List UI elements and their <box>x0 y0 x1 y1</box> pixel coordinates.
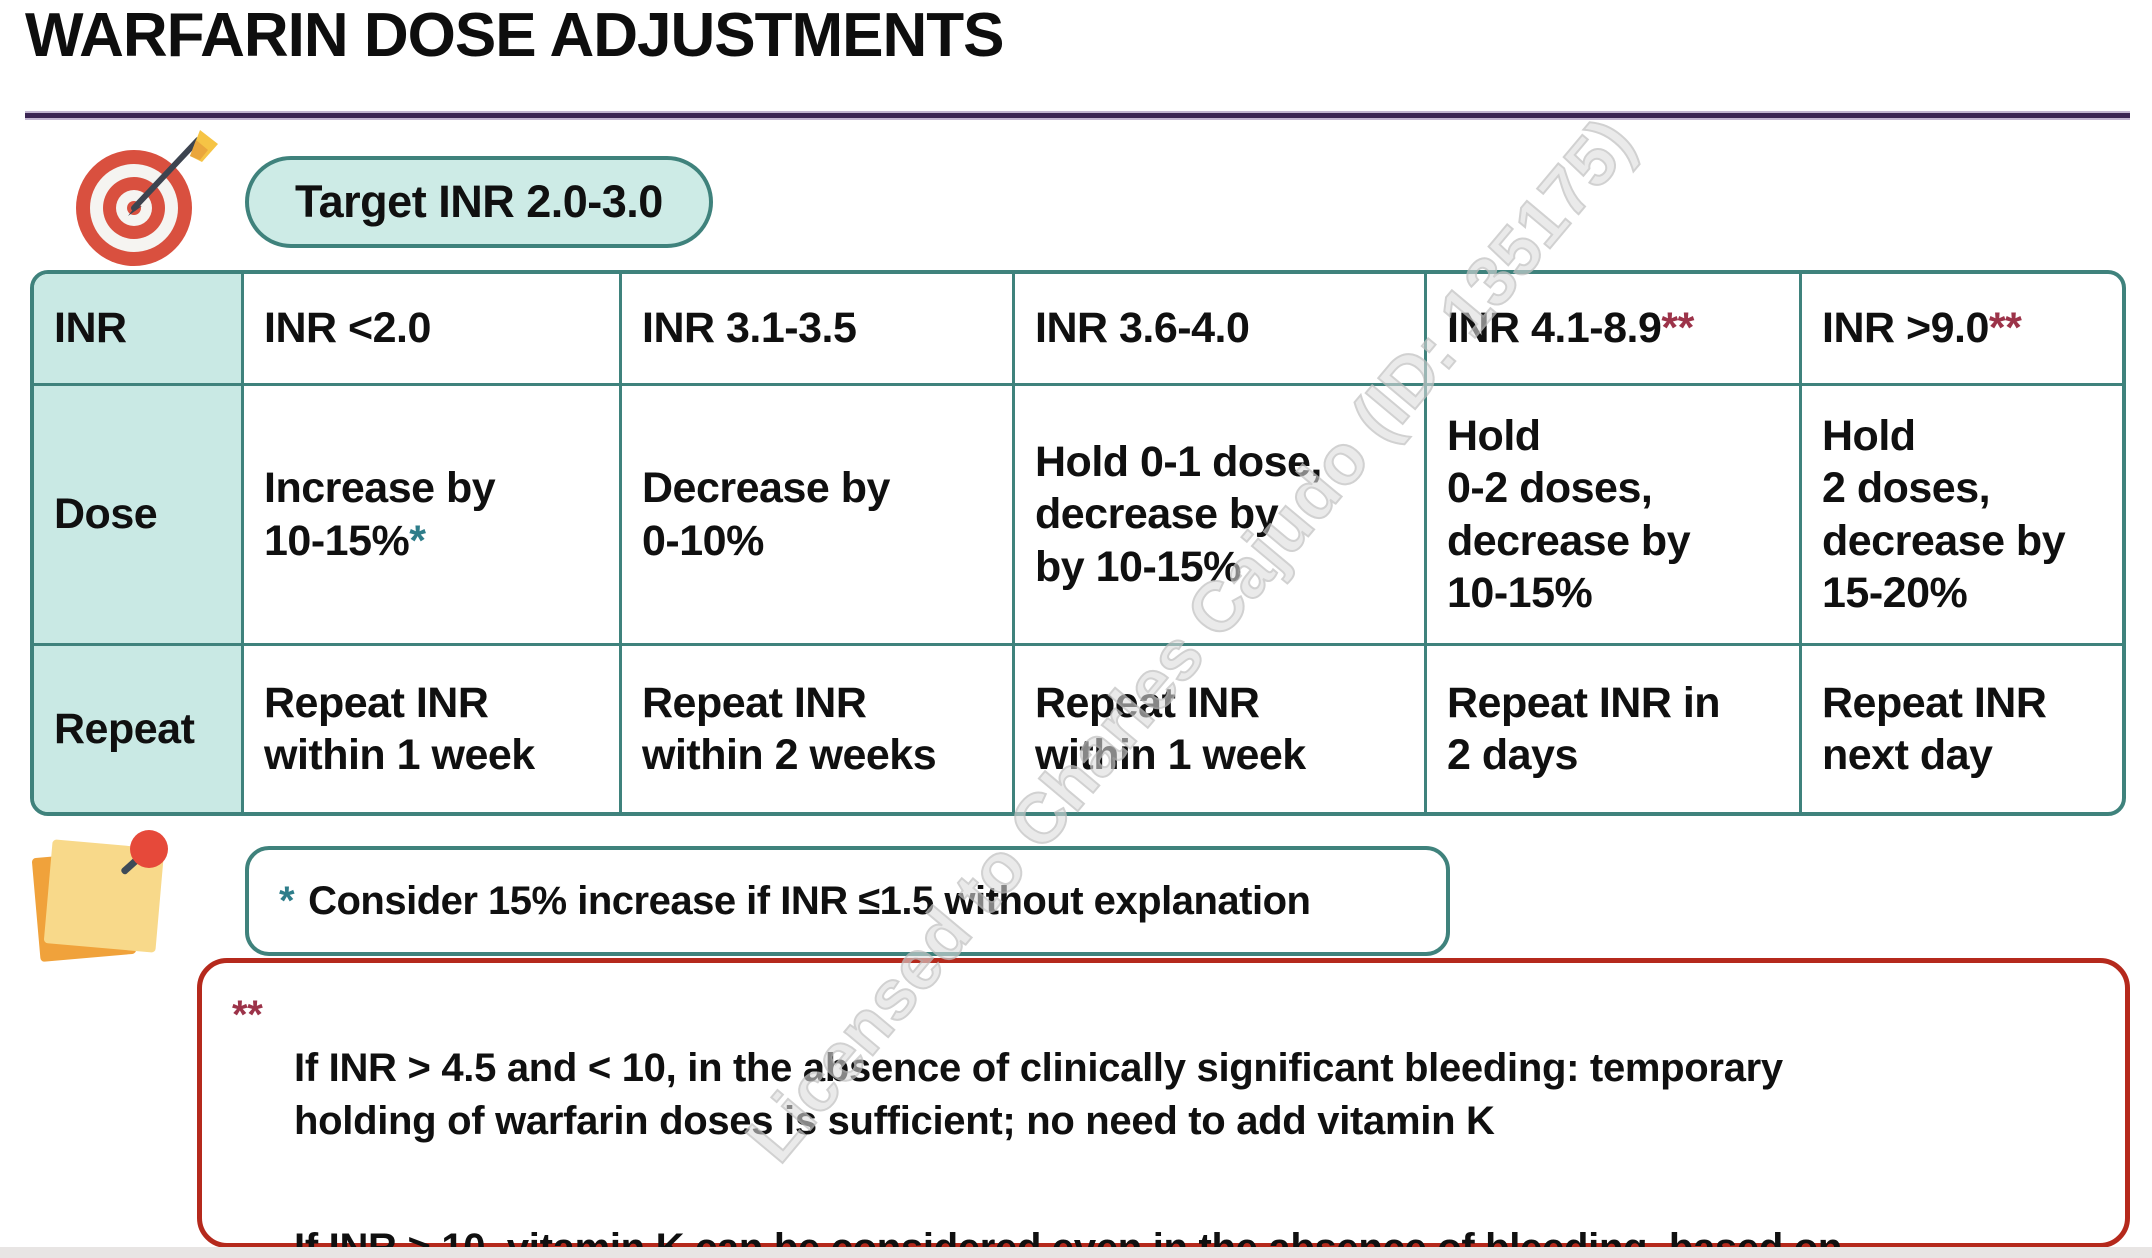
double-asterisk-mark: ** <box>1661 304 1694 353</box>
row-label-dose: Dose <box>34 386 244 646</box>
header-inr-3-1-3-5: INR 3.1-3.5 <box>622 274 1015 386</box>
dartboard-target-icon <box>72 128 242 278</box>
warning-box: ** If INR > 4.5 and < 10, in the absence … <box>197 958 2130 1258</box>
header-inr-4-1-8-9: INR 4.1-8.9** <box>1427 274 1802 386</box>
row-label-inr: INR <box>54 304 127 353</box>
footnote-box: * Consider 15% increase if INR ≤1.5 with… <box>245 846 1450 956</box>
inr-dose-table: INR INR <2.0 INR 3.1-3.5 INR 3.6-4.0 INR… <box>30 270 2126 816</box>
pin-head <box>130 830 168 868</box>
repeat-cell-inr-3-6-4-0: Repeat INR within 1 week <box>1015 646 1427 812</box>
asterisk-mark: * <box>279 878 295 923</box>
header-inr-lt-2: INR <2.0 <box>244 274 622 386</box>
header-inr-3-6-4-0: INR 3.6-4.0 <box>1015 274 1427 386</box>
dose-cell-inr-lt-2: Increase by 10-15%* <box>244 386 622 646</box>
repeat-cell-inr-gt-9: Repeat INR next day <box>1822 678 2047 779</box>
dose-cell-inr-4-1-8-9: Hold 0-2 doses, decrease by 10-15% <box>1427 386 1802 646</box>
page-title: WARFARIN DOSE ADJUSTMENTS <box>25 1 1005 70</box>
dose-cell-inr-3-6-4-0: Hold 0-1 dose, decrease by by 10-15% <box>1015 386 1427 646</box>
sticky-note-icon <box>22 828 182 988</box>
header-inr-gt-9: INR >9.0** <box>1802 274 2122 386</box>
dartboard-icon-svg <box>76 130 218 266</box>
repeat-cell-inr-4-1-8-9: Repeat INR in 2 days <box>1427 646 1802 812</box>
dose-cell-inr-gt-9: Hold 2 doses, decrease by 15-20% <box>1802 386 2122 646</box>
row-label-repeat: Repeat <box>34 646 244 812</box>
warning-paragraph-2: If INR > 10, vitamin K can be considered… <box>294 1226 1843 1258</box>
warning-paragraph-1: ** If INR > 4.5 and < 10, in the absence … <box>232 989 2097 1147</box>
target-inr-badge: Target INR 2.0-3.0 <box>245 156 713 248</box>
double-asterisk-mark: ** <box>232 993 263 1037</box>
repeat-cell-inr-3-1-3-5: Repeat INR within 2 weeks <box>622 646 1015 812</box>
asterisk-mark: * <box>409 516 426 565</box>
footnote-text: Consider 15% increase if INR ≤1.5 withou… <box>308 878 1311 923</box>
slide-bottom-edge <box>0 1247 2152 1258</box>
target-inr-badge-label: Target INR 2.0-3.0 <box>295 176 663 227</box>
dose-cell-inr-3-1-3-5: Decrease by 0-10% <box>622 386 1015 646</box>
repeat-cell-inr-lt-2: Repeat INR within 1 week <box>244 646 622 812</box>
double-asterisk-mark: ** <box>1988 304 2022 353</box>
table-corner-inr-label: INR <box>34 274 244 386</box>
title-divider <box>25 113 2130 118</box>
